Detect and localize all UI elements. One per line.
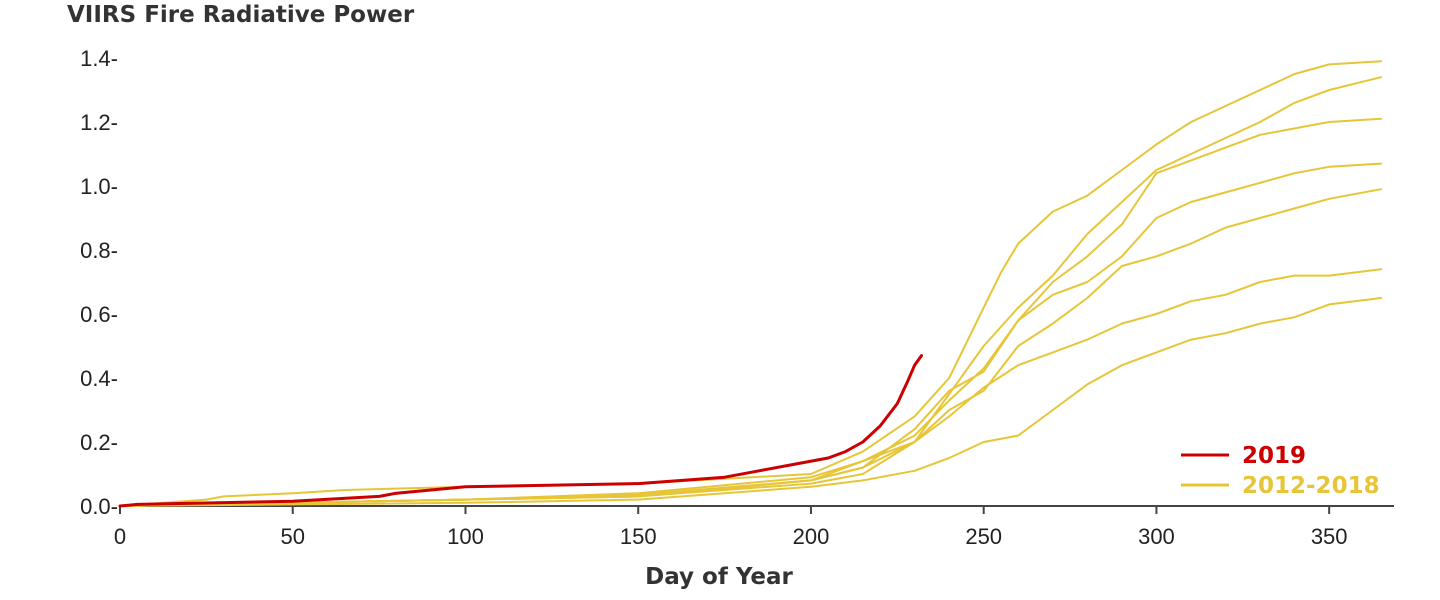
series-line-2012-2018 (119, 76, 1382, 507)
x-axis-ticks: 0 50 100 150 200 250 300 350 (114, 506, 1348, 549)
y-tick-label: 1.2- (80, 110, 118, 135)
legend-label: 2012-2018 (1242, 473, 1380, 499)
y-tick-label: 0.2- (80, 430, 118, 455)
y-tick-label: 0.6- (80, 302, 118, 327)
x-axis-title: Day of Year (645, 564, 793, 590)
x-tick-label: 350 (1311, 524, 1348, 549)
y-axis-ticks: 0.0- 0.2- 0.4- 0.6- 0.8- 1.0- 1.2- 1.4- (80, 46, 118, 519)
series-line-2012-2018 (119, 188, 1382, 507)
legend: 2019 2012-2018 (1181, 443, 1380, 499)
series-line-2012-2018 (119, 162, 1382, 507)
chart-title: VIIRS Fire Radiative Power (67, 2, 415, 28)
series-line-2019 (118, 354, 923, 508)
x-tick-label: 300 (1138, 524, 1175, 549)
y-tick-label: 0.4- (80, 366, 118, 391)
y-tick-label: 0.8- (80, 238, 118, 263)
x-tick-label: 50 (280, 524, 304, 549)
x-tick-label: 150 (620, 524, 657, 549)
y-tick-label: 1.0- (80, 174, 118, 199)
series-line-2012-2018 (119, 117, 1382, 507)
x-tick-label: 100 (447, 524, 484, 549)
series-line-2012-2018 (119, 60, 1382, 507)
x-tick-label: 200 (793, 524, 830, 549)
y-tick-label: 0.0- (80, 494, 118, 519)
x-tick-label: 250 (965, 524, 1002, 549)
x-tick-label: 0 (114, 524, 126, 549)
y-tick-label: 1.4- (80, 46, 118, 71)
series-lines (118, 60, 1382, 508)
series-line-2012-2018 (119, 268, 1382, 507)
legend-label: 2019 (1242, 443, 1306, 469)
series-line-2012-2018 (119, 297, 1382, 507)
